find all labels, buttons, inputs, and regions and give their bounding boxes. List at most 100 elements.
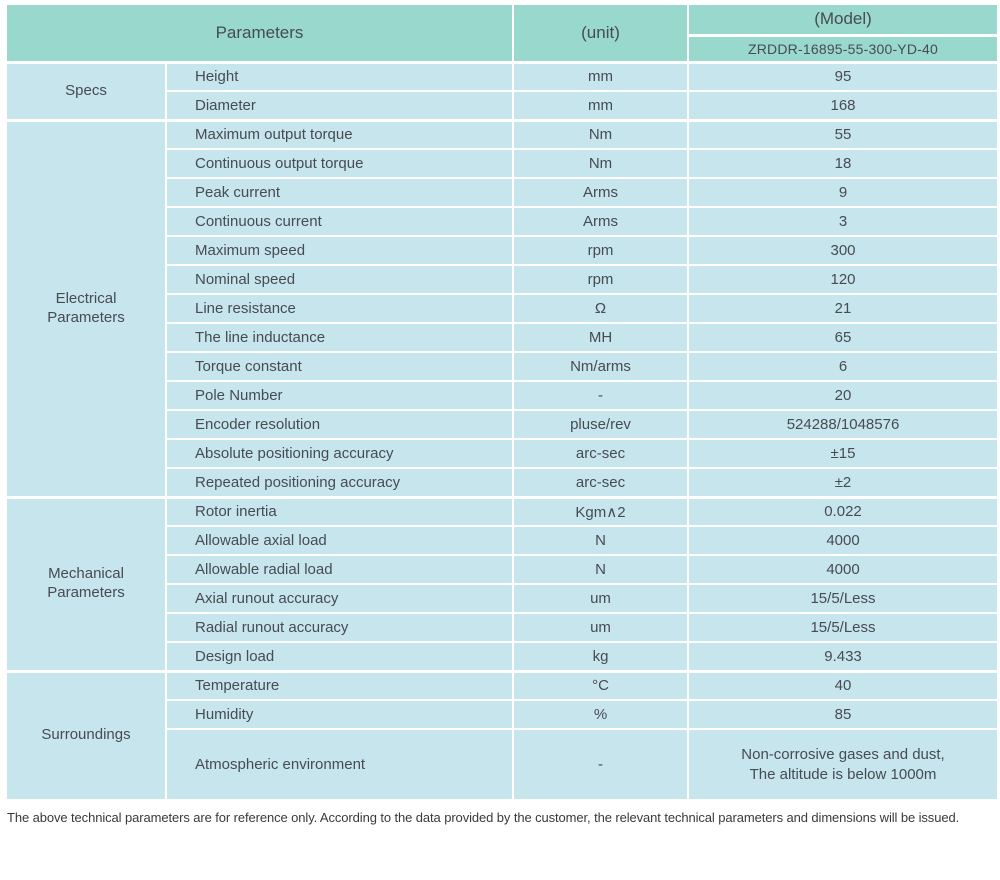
table-row: Atmospheric environment - Non-corrosive ga… <box>6 728 999 801</box>
model-value: 300 <box>687 235 999 266</box>
parameter-name: Continuous output torque <box>165 148 514 179</box>
footer-note: The above technical parameters are for r… <box>7 810 960 825</box>
unit-value: - <box>512 728 689 801</box>
unit-value: Nm/arms <box>512 351 689 382</box>
table-row: Continuous current Arms 3 <box>6 206 999 237</box>
model-value: 9 <box>687 177 999 208</box>
parameter-name: Allowable axial load <box>165 525 514 556</box>
table-row: Pole Number -20 <box>6 380 999 411</box>
table-row: Electrical Parameters Maximum output torq… <box>5 118 999 498</box>
model-value: 3 <box>687 206 999 237</box>
parameter-name: Radial runout accuracy <box>165 612 514 643</box>
table-row: Radial runout accuracy um 15/5/Less <box>6 612 999 643</box>
parameter-name: Repeated positioning accuracy <box>165 467 514 498</box>
table-header: Parameters (unit) (Model) ZRDDR-16895-55… <box>5 3 999 64</box>
model-value: 21 <box>687 293 999 324</box>
table-row: Torque constant Nm/arms 6 <box>6 351 999 382</box>
spec-table: Parameters (unit) (Model) ZRDDR-16895-55… <box>5 3 999 801</box>
model-value: 95 <box>687 60 999 92</box>
parameter-name: Humidity <box>165 699 514 730</box>
parameter-name: Absolute positioning accuracy <box>165 438 514 469</box>
model-value: Non-corrosive gases and dust, The altitu… <box>687 728 999 801</box>
model-value: 15/5/Less <box>687 612 999 643</box>
model-value: 85 <box>687 699 999 730</box>
table-body: Specs Height mm 95 Diameter mm 168 Electrical P… <box>5 60 999 801</box>
parameter-name: Temperature <box>165 669 514 701</box>
unit-value: arc-sec <box>512 438 689 469</box>
unit-value: Arms <box>512 206 689 237</box>
unit-value: Nm <box>512 148 689 179</box>
unit-value: Kgm∧2 <box>512 495 689 527</box>
table-row: Continuous output torque Nm 18 <box>6 148 999 179</box>
table-row: Axial runout accuracy um 15/5/Less <box>6 583 999 614</box>
table-row: Nominal speed rpm 120 <box>6 264 999 295</box>
parameter-name: Atmospheric environment <box>165 728 514 801</box>
header-row-sub: ZRDDR-16895-55-300-YD-40 <box>6 34 999 64</box>
model-value: 55 <box>687 118 999 150</box>
table-row: Humidity% 85 <box>6 699 999 730</box>
model-value: 4000 <box>687 525 999 556</box>
parameter-name: Axial runout accuracy <box>165 583 514 614</box>
parameter-name: Pole Number <box>165 380 514 411</box>
model-value: 40 <box>687 669 999 701</box>
model-value: ±15 <box>687 438 999 469</box>
unit-value: rpm <box>512 235 689 266</box>
parameter-name: Torque constant <box>165 351 514 382</box>
table-row: Surroundings Temperature °C 40 <box>5 669 999 801</box>
parameter-name: Nominal speed <box>165 264 514 295</box>
parameters-header: Parameters <box>5 3 514 64</box>
parameter-name: Diameter <box>165 90 514 121</box>
table-row: Peak current Arms 9 <box>6 177 999 208</box>
parameter-name: Allowable radial load <box>165 554 514 585</box>
table-row: Repeated positioning accuracy arc-sec ±2 <box>6 467 999 498</box>
model-value: 120 <box>687 264 999 295</box>
table-row: Encoder resolution pluse/rev 524288/104857… <box>6 409 999 440</box>
model-value: 15/5/Less <box>687 583 999 614</box>
header-row-top: Parameters (unit) (Model) <box>5 3 999 64</box>
unit-value: um <box>512 583 689 614</box>
parameter-name: Height <box>165 60 514 92</box>
unit-value: Ω <box>512 293 689 324</box>
table-row: Diameter mm 168 <box>6 90 999 121</box>
unit-value: um <box>512 612 689 643</box>
table-row: Allowable axial load N 4000 <box>6 525 999 556</box>
unit-header: (unit) <box>512 3 689 64</box>
model-value: 4000 <box>687 554 999 585</box>
unit-value: Arms <box>512 177 689 208</box>
table-row: Specs Height mm 95 <box>5 60 999 121</box>
model-number: ZRDDR-16895-55-300-YD-40 <box>687 34 999 64</box>
unit-value: rpm <box>512 264 689 295</box>
category-cell: Electrical Parameters <box>5 118 167 498</box>
unit-value: arc-sec <box>512 467 689 498</box>
model-value: 65 <box>687 322 999 353</box>
parameter-name: Design load <box>165 641 514 672</box>
unit-value: N <box>512 554 689 585</box>
page: Parameters (unit) (Model) ZRDDR-16895-55… <box>5 3 999 825</box>
category-cell: Surroundings <box>5 669 167 801</box>
unit-value: % <box>512 699 689 730</box>
model-value: 20 <box>687 380 999 411</box>
unit-value: °C <box>512 669 689 701</box>
model-value: 168 <box>687 90 999 121</box>
unit-value: - <box>512 380 689 411</box>
model-value: ±2 <box>687 467 999 498</box>
model-value: 524288/1048576 <box>687 409 999 440</box>
parameter-name: Encoder resolution <box>165 409 514 440</box>
parameter-name: Continuous current <box>165 206 514 237</box>
table-row: Maximum speed rpm 300 <box>6 235 999 266</box>
parameter-name: Maximum speed <box>165 235 514 266</box>
model-value: 6 <box>687 351 999 382</box>
model-value: 9.433 <box>687 641 999 672</box>
table-row: Allowable radial load N 4000 <box>6 554 999 585</box>
model-value: 18 <box>687 148 999 179</box>
unit-value: N <box>512 525 689 556</box>
table-row: Mechanical Parameters Rotor inertia Kgm∧2 0… <box>5 495 999 672</box>
parameter-name: Maximum output torque <box>165 118 514 150</box>
category-cell: Specs <box>5 60 167 121</box>
unit-value: mm <box>512 60 689 92</box>
category-label: Surroundings <box>41 726 131 744</box>
model-header: (Model) <box>687 3 999 37</box>
category-cell: Mechanical Parameters <box>5 495 167 672</box>
model-value: 0.022 <box>687 495 999 527</box>
table-row: Absolute positioning accuracy arc-sec ±15 <box>6 438 999 469</box>
